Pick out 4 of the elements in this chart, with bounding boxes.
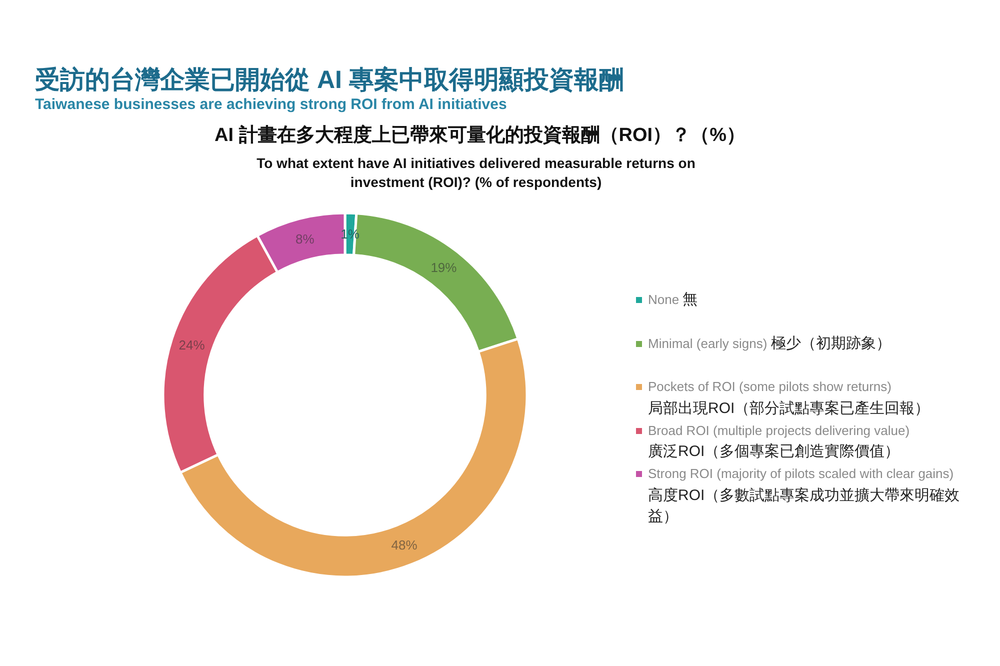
subtitle: Taiwanese businesses are achieving strong ROI from AI initiatives bbox=[35, 96, 507, 113]
annotation: To what extent have AI initiatives delivered measurable returns on investment (ROI)? (% of respondents) bbox=[256, 154, 696, 192]
title: 受訪的台灣企業已開始從 AI 專案中取得明顯投資報酬 bbox=[35, 65, 624, 96]
annotation: AI 計畫在多大程度上已帶來可量化的投資報酬（ROI）？（%） bbox=[214, 124, 746, 147]
